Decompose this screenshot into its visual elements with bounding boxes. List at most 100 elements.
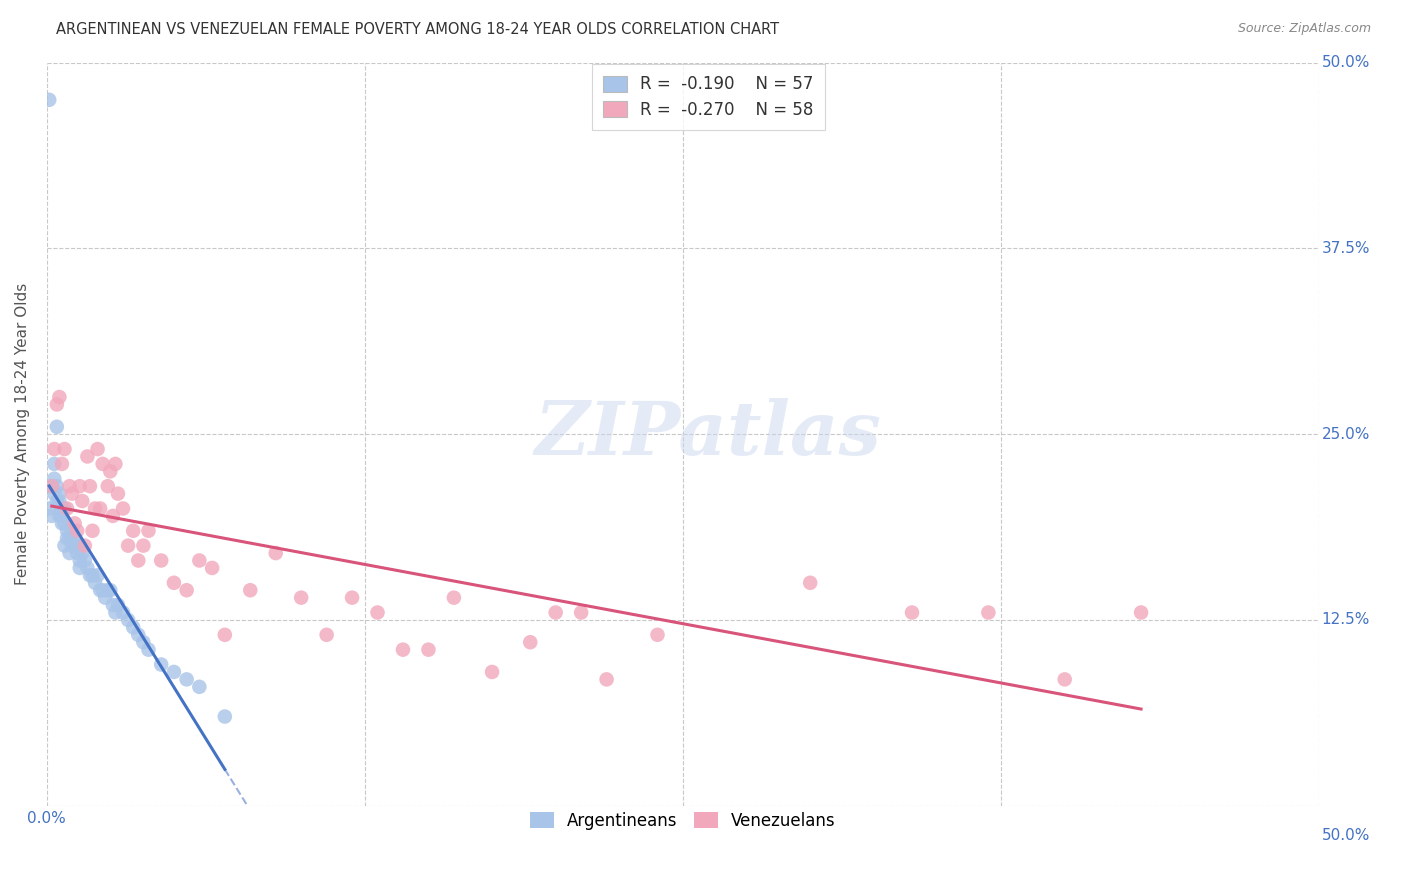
Point	[443, 591, 465, 605]
Point	[73, 539, 96, 553]
Point	[84, 575, 107, 590]
Point	[239, 583, 262, 598]
Point	[544, 606, 567, 620]
Point	[58, 479, 80, 493]
Point	[977, 606, 1000, 620]
Point	[392, 642, 415, 657]
Point	[150, 553, 173, 567]
Point	[481, 665, 503, 679]
Point	[647, 628, 669, 642]
Point	[98, 583, 121, 598]
Text: Source: ZipAtlas.com: Source: ZipAtlas.com	[1237, 22, 1371, 36]
Point	[138, 642, 160, 657]
Point	[38, 93, 60, 107]
Point	[89, 583, 111, 598]
Point	[60, 539, 83, 553]
Point	[79, 568, 101, 582]
Point	[41, 479, 63, 493]
Point	[48, 486, 70, 500]
Point	[122, 620, 145, 634]
Point	[104, 606, 127, 620]
Point	[84, 501, 107, 516]
Point	[69, 561, 91, 575]
Point	[53, 539, 76, 553]
Text: 25.0%: 25.0%	[1322, 426, 1371, 442]
Point	[595, 673, 617, 687]
Point	[53, 442, 76, 456]
Text: ZIPatlas: ZIPatlas	[534, 398, 882, 470]
Point	[51, 508, 73, 523]
Point	[117, 539, 139, 553]
Point	[188, 680, 211, 694]
Text: 50.0%: 50.0%	[1322, 828, 1371, 843]
Point	[41, 479, 63, 493]
Y-axis label: Female Poverty Among 18-24 Year Olds: Female Poverty Among 18-24 Year Olds	[15, 283, 30, 585]
Point	[41, 508, 63, 523]
Point	[66, 524, 89, 538]
Point	[138, 524, 160, 538]
Point	[101, 508, 124, 523]
Point	[107, 598, 129, 612]
Point	[132, 635, 155, 649]
Point	[82, 568, 104, 582]
Point	[69, 479, 91, 493]
Point	[98, 464, 121, 478]
Point	[901, 606, 924, 620]
Point	[111, 606, 134, 620]
Legend: Argentineans, Venezuelans: Argentineans, Venezuelans	[522, 804, 844, 838]
Point	[176, 583, 198, 598]
Text: 12.5%: 12.5%	[1322, 613, 1371, 627]
Point	[44, 457, 66, 471]
Point	[107, 486, 129, 500]
Point	[150, 657, 173, 672]
Point	[72, 546, 94, 560]
Point	[91, 457, 114, 471]
Point	[63, 516, 86, 531]
Point	[79, 479, 101, 493]
Point	[569, 606, 592, 620]
Point	[86, 442, 108, 456]
Point	[58, 546, 80, 560]
Point	[48, 494, 70, 508]
Text: 37.5%: 37.5%	[1322, 241, 1371, 256]
Point	[214, 628, 236, 642]
Point	[163, 665, 186, 679]
Point	[418, 642, 440, 657]
Text: 50.0%: 50.0%	[1322, 55, 1371, 70]
Point	[48, 508, 70, 523]
Point	[56, 524, 79, 538]
Point	[48, 390, 70, 404]
Point	[56, 531, 79, 545]
Point	[86, 568, 108, 582]
Text: ARGENTINEAN VS VENEZUELAN FEMALE POVERTY AMONG 18-24 YEAR OLDS CORRELATION CHART: ARGENTINEAN VS VENEZUELAN FEMALE POVERTY…	[56, 22, 779, 37]
Point	[101, 598, 124, 612]
Point	[60, 524, 83, 538]
Point	[56, 501, 79, 516]
Point	[163, 575, 186, 590]
Point	[188, 553, 211, 567]
Point	[290, 591, 312, 605]
Point	[63, 539, 86, 553]
Point	[45, 479, 67, 493]
Point	[97, 583, 120, 598]
Point	[82, 524, 104, 538]
Point	[51, 457, 73, 471]
Point	[1053, 673, 1076, 687]
Point	[66, 539, 89, 553]
Point	[45, 397, 67, 411]
Point	[122, 524, 145, 538]
Point	[45, 419, 67, 434]
Point	[51, 516, 73, 531]
Point	[53, 516, 76, 531]
Point	[799, 575, 821, 590]
Point	[104, 457, 127, 471]
Point	[73, 553, 96, 567]
Point	[127, 553, 149, 567]
Point	[44, 472, 66, 486]
Point	[72, 494, 94, 508]
Point	[91, 583, 114, 598]
Point	[89, 501, 111, 516]
Point	[117, 613, 139, 627]
Point	[94, 591, 117, 605]
Point	[176, 673, 198, 687]
